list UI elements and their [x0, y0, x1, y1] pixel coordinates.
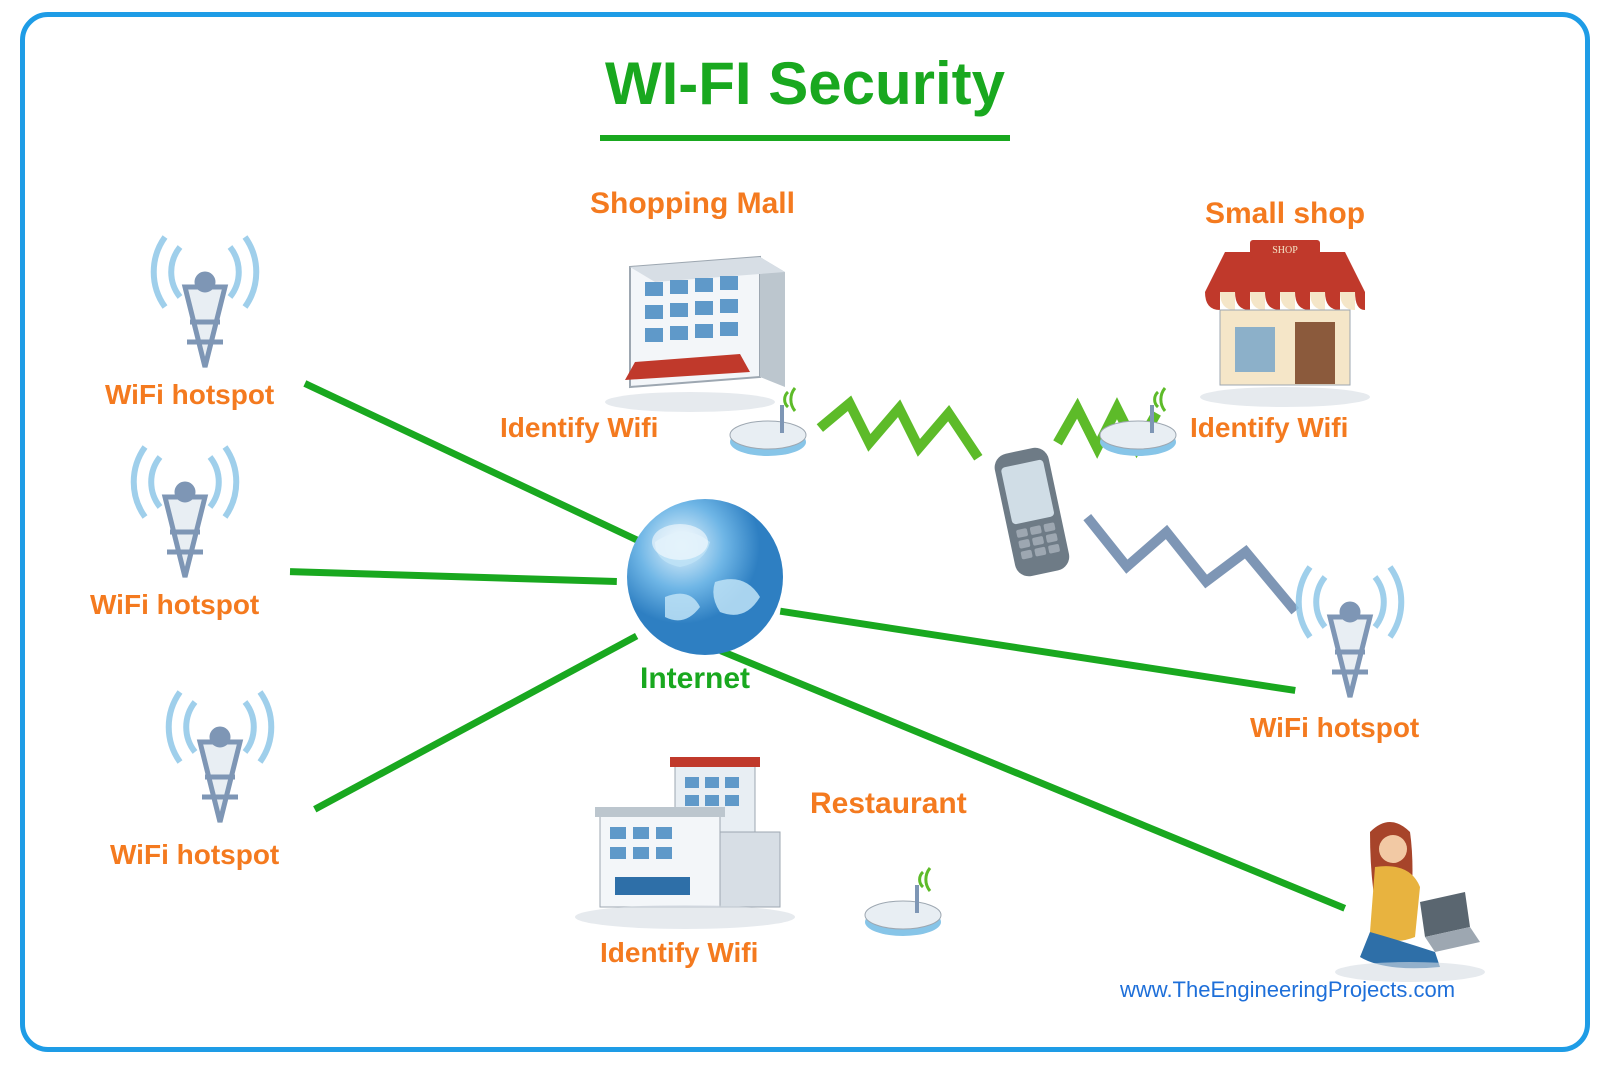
hotspot-label: WiFi hotspot — [105, 379, 274, 411]
identify-wifi-label: Identify Wifi — [500, 412, 658, 444]
internet-label: Internet — [640, 662, 750, 696]
wifi-tower-icon — [110, 437, 260, 602]
shop-label: Small shop — [1205, 197, 1365, 231]
identify-wifi-label: Identify Wifi — [1190, 412, 1348, 444]
page-title: WI-FI Security — [605, 49, 1005, 118]
wifi-tower-icon — [145, 682, 295, 847]
mall-label: Shopping Mall — [590, 187, 795, 221]
router-icon — [720, 387, 820, 467]
restaurant-building-icon — [555, 737, 815, 942]
credit-link[interactable]: www.TheEngineeringProjects.com — [1120, 977, 1455, 1003]
wifi-tower-icon — [1275, 557, 1425, 722]
svg-text:SHOP: SHOP — [1272, 245, 1298, 256]
router-icon — [1090, 387, 1190, 467]
globe-icon — [615, 487, 795, 672]
router-icon — [855, 867, 955, 947]
hotspot-label: WiFi hotspot — [110, 839, 279, 871]
phone-icon — [970, 435, 1090, 600]
identify-wifi-label: Identify Wifi — [600, 937, 758, 969]
diagram-frame: WI-FI Security — [20, 12, 1590, 1052]
wifi-tower-icon — [130, 227, 280, 392]
restaurant-label: Restaurant — [810, 787, 967, 821]
title-underline — [600, 135, 1010, 141]
shop-building-icon: SHOP — [1180, 232, 1390, 417]
person-laptop-icon — [1315, 807, 1495, 992]
hotspot-label: WiFi hotspot — [1250, 712, 1419, 744]
hotspot-label: WiFi hotspot — [90, 589, 259, 621]
